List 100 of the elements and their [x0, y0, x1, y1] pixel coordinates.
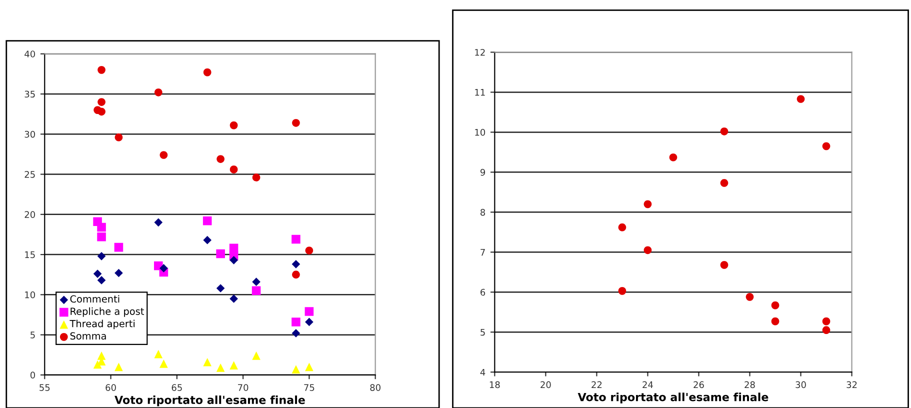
y-tick-label: 40: [24, 50, 36, 58]
point: [618, 287, 626, 295]
y-tick-label: 15: [25, 251, 35, 258]
point: [822, 142, 830, 150]
point: [252, 278, 260, 286]
y-tick-label: 7: [480, 248, 485, 256]
y-tick-label: 6: [480, 288, 486, 296]
x-tick-label: 30: [796, 381, 806, 388]
point: [771, 301, 780, 310]
x-tick-label: 22: [592, 381, 602, 388]
y-tick-label: 4: [480, 368, 486, 376]
legend-label: Thread aperti: [70, 320, 135, 330]
point: [97, 222, 106, 232]
y-tick-label: 35: [24, 90, 35, 98]
y-tick-label: 10: [25, 291, 36, 298]
point: [98, 98, 106, 106]
point: [720, 127, 728, 136]
point: [93, 270, 102, 278]
point: [292, 270, 300, 279]
point: [292, 329, 300, 338]
y-tick-label: 10: [475, 128, 486, 136]
point: [305, 362, 314, 372]
point: [229, 244, 238, 253]
point: [97, 252, 106, 260]
point: [160, 264, 168, 272]
point: [644, 246, 652, 254]
x-tick-label: 80: [370, 384, 380, 391]
point: [720, 261, 728, 269]
legend-label: Repliche a post: [70, 307, 144, 317]
y-tick-label: 5: [480, 328, 485, 336]
x-tick-label: 32: [846, 381, 857, 388]
point: [252, 352, 260, 360]
x-tick-label: 60: [106, 384, 116, 391]
x-tick-label: 65: [172, 384, 182, 391]
x-axis-title: Voto riportato all'esame finale: [578, 392, 768, 404]
point: [304, 307, 314, 316]
x-tick-label: 18: [490, 381, 500, 388]
point: [720, 179, 728, 187]
x-tick-label: 26: [694, 381, 704, 388]
point: [230, 121, 238, 130]
point: [252, 174, 260, 182]
point: [305, 318, 314, 326]
point: [292, 260, 300, 268]
point: [618, 223, 626, 232]
point: [154, 218, 163, 227]
point: [114, 268, 123, 278]
point: [669, 153, 678, 162]
y-tick-label: 5: [30, 332, 35, 338]
point: [230, 166, 238, 174]
x-tick-label: 70: [238, 384, 248, 391]
point: [292, 234, 300, 244]
point: [216, 155, 224, 163]
y-tick-label: 0: [30, 372, 36, 379]
point: [202, 216, 212, 226]
point: [305, 246, 314, 254]
point: [203, 68, 212, 76]
point: [822, 317, 830, 326]
y-tick-label: 25: [24, 170, 35, 178]
legend-label: Commenti: [70, 295, 120, 303]
point: [292, 118, 300, 127]
y-tick-label: 12: [475, 48, 485, 56]
point: [160, 151, 168, 159]
x-tick-label: 55: [40, 384, 50, 391]
legend-label: Somma: [70, 332, 106, 340]
point: [98, 108, 106, 116]
point: [160, 360, 168, 368]
point: [216, 364, 225, 372]
point: [771, 317, 780, 326]
point: [114, 133, 123, 142]
point: [203, 236, 212, 244]
point: [796, 95, 805, 103]
point: [230, 256, 238, 264]
y-tick-label: 20: [24, 211, 36, 218]
x-tick-label: 28: [744, 381, 755, 388]
point: [292, 365, 300, 374]
point: [203, 358, 212, 366]
point: [97, 276, 106, 284]
point: [230, 294, 238, 303]
point: [97, 232, 106, 242]
point: [114, 362, 123, 372]
y-tick-label: 11: [475, 89, 485, 96]
x-tick-label: 20: [540, 381, 551, 388]
point: [98, 66, 106, 74]
x-axis-title: Voto riportato all'esame finale: [114, 395, 305, 406]
point: [154, 350, 163, 358]
point: [644, 200, 652, 208]
y-tick-label: 30: [24, 130, 36, 138]
point: [216, 249, 225, 258]
point: [252, 286, 261, 296]
x-tick-label: 75: [304, 384, 314, 391]
point: [114, 242, 124, 252]
point: [154, 88, 162, 96]
y-tick-label: 8: [480, 208, 486, 216]
point: [230, 361, 238, 370]
point: [822, 326, 830, 334]
point: [746, 293, 754, 301]
point: [216, 284, 225, 292]
x-tick-label: 24: [642, 381, 653, 388]
y-tick-label: 9: [480, 168, 486, 176]
point: [292, 318, 300, 326]
